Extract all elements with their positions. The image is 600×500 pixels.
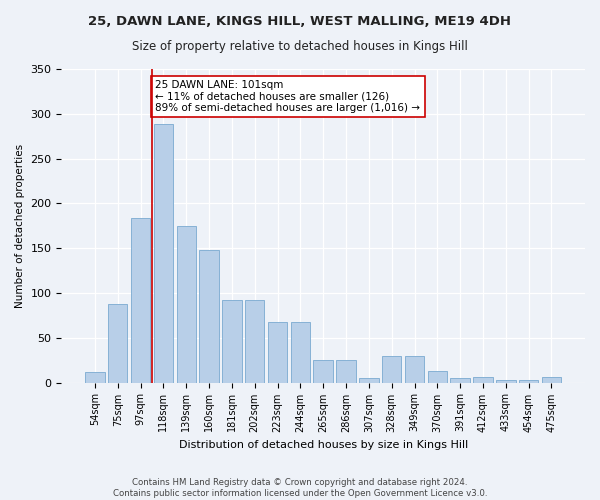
Bar	[382, 356, 401, 382]
Text: Size of property relative to detached houses in Kings Hill: Size of property relative to detached ho…	[132, 40, 468, 53]
Text: Contains HM Land Registry data © Crown copyright and database right 2024.
Contai: Contains HM Land Registry data © Crown c…	[113, 478, 487, 498]
Bar	[519, 380, 538, 382]
Bar	[428, 371, 447, 382]
Bar	[222, 300, 242, 382]
Bar	[176, 226, 196, 382]
Text: 25, DAWN LANE, KINGS HILL, WEST MALLING, ME19 4DH: 25, DAWN LANE, KINGS HILL, WEST MALLING,…	[89, 15, 511, 28]
Bar	[268, 322, 287, 382]
Bar	[290, 322, 310, 382]
Bar	[313, 360, 333, 382]
Bar	[473, 377, 493, 382]
X-axis label: Distribution of detached houses by size in Kings Hill: Distribution of detached houses by size …	[179, 440, 468, 450]
Bar	[108, 304, 127, 382]
Text: 25 DAWN LANE: 101sqm
← 11% of detached houses are smaller (126)
89% of semi-deta: 25 DAWN LANE: 101sqm ← 11% of detached h…	[155, 80, 421, 113]
Bar	[359, 378, 379, 382]
Bar	[451, 378, 470, 382]
Bar	[154, 124, 173, 382]
Bar	[131, 218, 150, 382]
Bar	[405, 356, 424, 382]
Bar	[245, 300, 265, 382]
Bar	[85, 372, 104, 382]
Bar	[199, 250, 219, 382]
Bar	[337, 360, 356, 382]
Y-axis label: Number of detached properties: Number of detached properties	[15, 144, 25, 308]
Bar	[496, 380, 515, 382]
Bar	[542, 377, 561, 382]
